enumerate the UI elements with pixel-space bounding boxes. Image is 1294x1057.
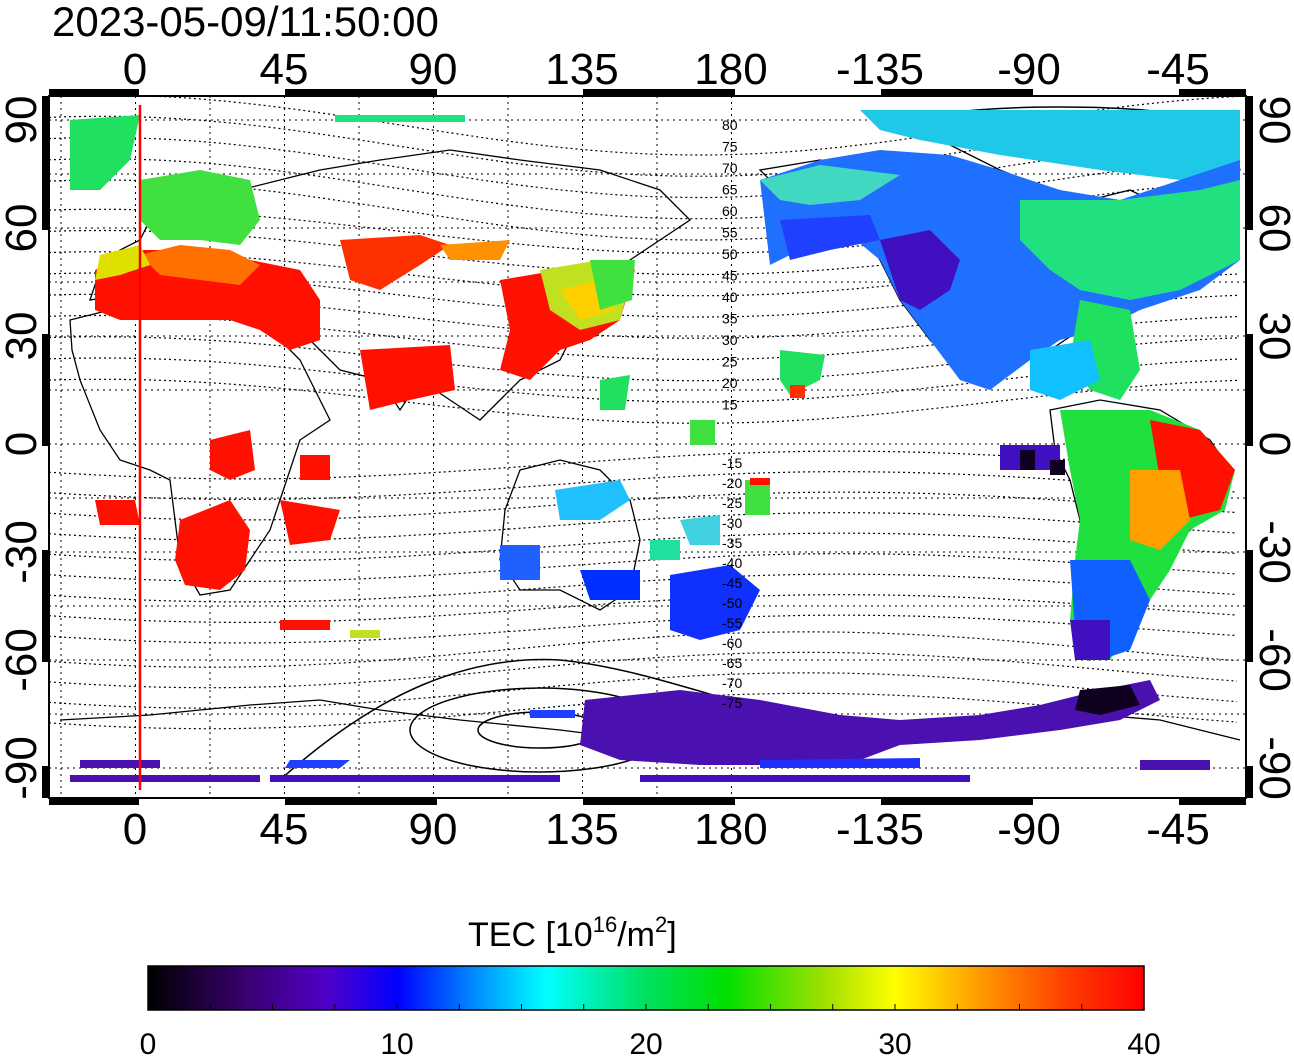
magnetic-latitude-label: 70 [722,160,738,176]
bottom-longitude-label: 90 [409,805,458,854]
bottom-longitude-label: 45 [260,805,309,854]
left-latitude-label: 90 [0,96,46,145]
magnetic-latitude-label: -35 [722,535,742,551]
colorbar-tick-label: 40 [1127,1028,1160,1057]
magnetic-latitude-label: -50 [722,595,742,611]
magnetic-latitude-label: 45 [722,268,738,284]
magnetic-latitude-label: -15 [722,455,742,471]
top-longitude-label: 135 [545,45,618,94]
top-longitude-label: -45 [1146,45,1210,94]
magnetic-latitude-label: 35 [722,311,738,327]
right-latitude-label: 30 [1250,312,1294,361]
colorbar-title: TEC [1016/m2] [468,912,677,954]
right-latitude-label: -30 [1250,520,1294,584]
magnetic-latitude-label: 25 [722,354,738,370]
top-longitude-label: 0 [123,45,147,94]
right-latitude-label: -90 [1250,736,1294,800]
top-longitude-label: 45 [260,45,309,94]
colorbar-ticks: 0 10 20 30 40 [140,1004,1161,1057]
magnetic-latitude-label: -70 [722,675,742,691]
colorbar-tick-label: 10 [380,1028,413,1057]
top-longitude-label: 180 [694,45,767,94]
magnetic-latitude-label: -75 [722,695,742,711]
magnetic-latitude-label: 75 [722,139,738,155]
top-longitude-label: -135 [836,45,924,94]
bottom-longitude-label: -45 [1146,805,1210,854]
magnetic-latitude-label: -65 [722,655,742,671]
magnetic-latitude-labels: 80 75 70 65 60 55 50 45 40 35 30 25 20 15 -15 -20 -25 -30… [722,117,742,711]
top-longitude-label: -90 [997,45,1061,94]
magnetic-latitude-label: 65 [722,182,738,198]
right-latitude-label: 60 [1250,204,1294,253]
bottom-longitude-labels: 0 45 90 135 180 -135 -90 -45 [123,805,1210,854]
magnetic-latitude-label: 50 [722,246,738,262]
colorbar-tick-label: 0 [140,1028,157,1057]
bottom-longitude-label: -90 [997,805,1061,854]
left-latitude-label: 60 [0,204,46,253]
bottom-longitude-label: 180 [694,805,767,854]
magnetic-latitude-label: 20 [722,375,738,391]
bottom-longitude-label: -135 [836,805,924,854]
magnetic-latitude-label: 80 [722,117,738,133]
magnetic-latitude-label: -40 [722,555,742,571]
frame-tick-gaps [42,89,1253,805]
timestamp-title: 2023-05-09/11:50:00 [52,0,439,45]
right-latitude-label: 90 [1250,96,1294,145]
magnetic-latitude-label: -30 [722,515,742,531]
top-longitude-label: 90 [409,45,458,94]
right-latitude-label: 0 [1250,432,1294,456]
magnetic-latitude-label: -20 [722,475,742,491]
magnetic-latitude-label: 40 [722,289,738,305]
top-longitude-labels: 0 45 90 135 180 -135 -90 -45 [123,45,1210,94]
right-latitude-labels: 90 60 30 0 -30 -60 -90 [1250,96,1294,800]
magnetic-latitude-label: 30 [722,332,738,348]
magnetic-latitude-label: 15 [722,397,738,413]
magnetic-latitude-label: -60 [722,635,742,651]
left-latitude-labels: 90 60 30 0 -30 -60 -90 [0,96,46,800]
left-latitude-label: -30 [0,520,46,584]
magnetic-latitude-label: -45 [722,575,742,591]
bottom-longitude-label: 135 [545,805,618,854]
magnetic-latitude-label: 60 [722,203,738,219]
magnetic-latitude-label: 55 [722,225,738,241]
colorbar-tick-label: 30 [878,1028,911,1057]
left-latitude-label: -60 [0,628,46,692]
colorbar-tick-label: 20 [629,1028,662,1057]
colorbar [147,965,1145,1011]
right-latitude-label: -60 [1250,628,1294,692]
left-latitude-label: -90 [0,736,46,800]
bottom-longitude-label: 0 [123,805,147,854]
left-latitude-label: 30 [0,312,46,361]
tec-observations [70,110,1240,782]
magnetic-latitude-label: -25 [722,495,742,511]
magnetic-latitude-label: -55 [722,615,742,631]
left-latitude-label: 0 [0,432,46,456]
